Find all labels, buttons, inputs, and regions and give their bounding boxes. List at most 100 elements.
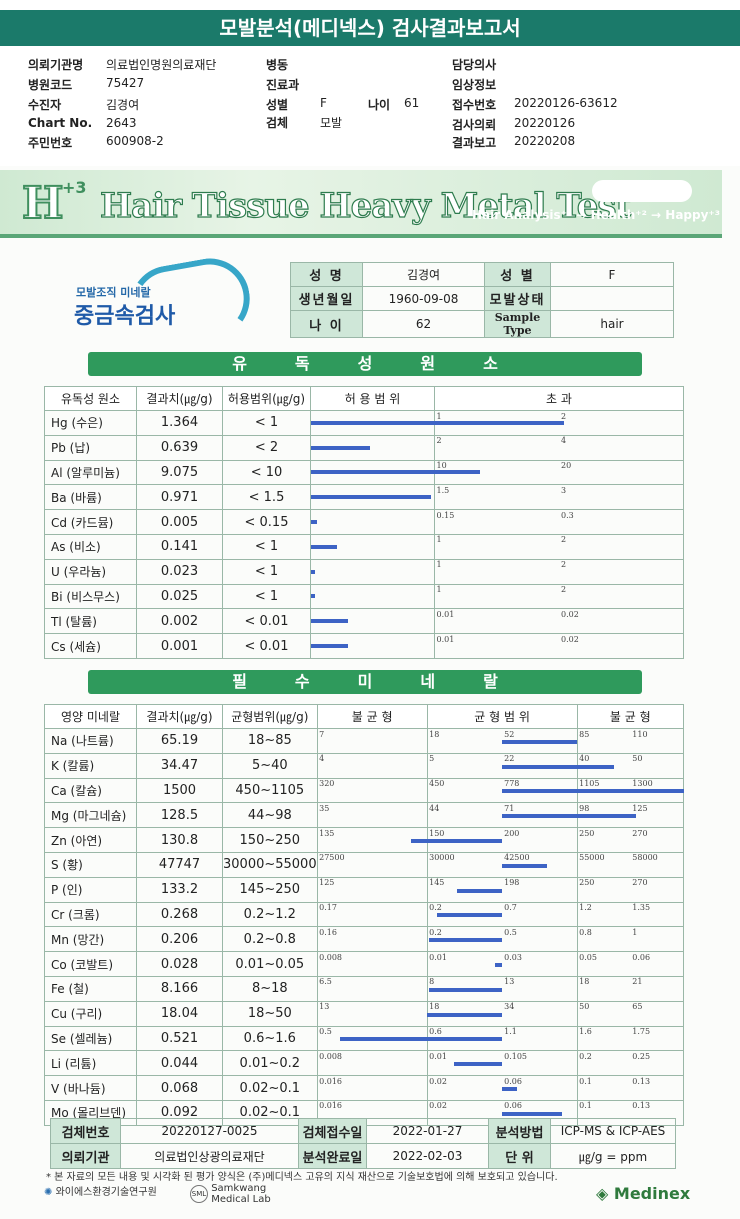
mineral-bar (502, 814, 636, 819)
mineral-range: 18~85 (222, 728, 318, 754)
mineral-name: S (황) (44, 851, 137, 878)
mineral-tick: 50 (579, 1002, 590, 1012)
toxic-value: 0.005 (136, 509, 223, 535)
mineral-tick: 34 (504, 1002, 515, 1012)
mineral-range: 30000~55000 (222, 851, 318, 878)
mineral-tick: 0.5 (504, 927, 517, 937)
medinex-logo: ◈ Medinex (596, 1184, 690, 1203)
toxic-tick: 1 (436, 560, 442, 570)
toxic-excess-cell (434, 608, 684, 635)
mineral-tick: 1 (632, 927, 638, 937)
mineral-bar (502, 1111, 563, 1116)
toxic-value: 0.639 (136, 434, 223, 461)
pi-sample-label: Sample Type (484, 310, 551, 338)
mineral-tick: 270 (632, 828, 648, 838)
org-samkwang-logo: SML Samkwang Medical Lab (190, 1183, 271, 1205)
mineral-tick: 65 (632, 1002, 643, 1012)
patient-value: 김경여 (106, 98, 140, 112)
mineral-tick: 18 (429, 1002, 440, 1012)
mineral-tick: 0.016 (319, 1101, 343, 1111)
receipt-label: 접수번호 (452, 98, 497, 112)
mineral-tick: 0.16 (319, 927, 337, 937)
mineral-low-cell (316, 876, 428, 903)
mineral-bar (502, 739, 578, 744)
mineral-range: 8~18 (222, 975, 318, 1002)
org-ys-logo: ✺ 와이에스환경기술연구원 (44, 1183, 157, 1198)
pi-hair-state (550, 286, 674, 311)
toxic-range: < 1 (222, 558, 311, 585)
mineral-value: 0.068 (136, 1075, 223, 1101)
mineral-name: Li (리튬) (44, 1050, 137, 1077)
toxic-range: < 1 (222, 583, 311, 610)
mineral-tick: 0.8 (579, 927, 592, 937)
org-samkwang-sub: Medical Lab (211, 1194, 271, 1205)
mineral-row: K (칼륨) 34.47 5~40 (44, 752, 685, 779)
mineral-high-cell (576, 1025, 685, 1052)
toxic-tick: 0.01 (436, 634, 455, 644)
mineral-tick: 71 (504, 803, 515, 813)
ft-completed: 2022-02-03 (366, 1143, 489, 1169)
toxic-range: < 1 (222, 533, 311, 560)
toxic-name: Bi (비스무스) (44, 583, 137, 610)
pi-name: 김경여 (362, 262, 485, 287)
mineral-row: Co (코발트) 0.028 0.01~0.05 (44, 951, 685, 977)
resident-label: 주민번호 (28, 136, 73, 150)
toxic-header-allowed-band: 허 용 범 위 (310, 386, 435, 411)
toxic-header-result: 결과치(㎍/g) (136, 386, 223, 411)
mineral-value: 18.04 (136, 1000, 223, 1027)
hospital-code-label: 병원코드 (28, 78, 73, 92)
mineral-value: 0.206 (136, 926, 223, 953)
mineral-tick: 198 (504, 878, 520, 888)
pi-age: 62 (362, 310, 485, 338)
medinex-name: Medinex (613, 1184, 691, 1203)
report-date-value: 20220208 (514, 134, 576, 148)
mineral-tick: 0.016 (319, 1076, 343, 1086)
pi-sex-label: 성 별 (484, 262, 551, 287)
mineral-tick: 0.008 (319, 952, 343, 962)
mineral-tick: 58000 (632, 853, 658, 863)
medinex-icon: ◈ (596, 1184, 609, 1203)
mineral-name: Fe (철) (44, 975, 137, 1002)
mineral-tick: 0.1 (579, 1101, 592, 1111)
receipt-value: 20220126-63612 (514, 96, 618, 110)
mineral-header-high: 불 균 형 (576, 704, 685, 729)
ft-unit-label: 단 위 (488, 1143, 551, 1169)
toxic-tick: 0.02 (561, 634, 579, 644)
mineral-low-cell (316, 752, 428, 779)
mineral-name: Mn (망간) (44, 926, 137, 953)
mineral-value: 0.044 (136, 1050, 223, 1077)
mineral-value: 1500 (136, 777, 223, 804)
toxic-value: 1.364 (136, 410, 223, 436)
mineral-tick: 22 (504, 754, 515, 764)
mineral-tick: 250 (579, 878, 595, 888)
mineral-low-cell (316, 1050, 428, 1077)
mineral-high-cell (576, 1075, 685, 1101)
mineral-high-cell (576, 1000, 685, 1027)
mineral-tick: 200 (504, 828, 520, 838)
mineral-high-cell (576, 975, 685, 1002)
mineral-range: 150~250 (222, 827, 318, 853)
pi-hair-state-label: 모발상태 (484, 286, 551, 311)
patient-label: 수진자 (28, 98, 62, 112)
copyright-note: * 본 자료의 모든 내용 및 시각화 된 평가 양식은 (주)메디넥스 고유의… (46, 1172, 558, 1183)
toxic-excess-cell (434, 533, 684, 560)
toxic-row: Cs (세슘) 0.001 < 0.01 (44, 633, 684, 659)
mineral-value: 47747 (136, 851, 223, 878)
toxic-row: Bi (비스무스) 0.025 < 1 (44, 583, 684, 610)
mineral-name: P (인) (44, 876, 137, 903)
toxic-name: Hg (수은) (44, 410, 137, 436)
toxic-tick: 0.01 (436, 609, 455, 619)
mineral-tick: 52 (504, 729, 515, 739)
toxic-name: Pb (납) (44, 434, 137, 461)
ft-specimen-no: 20220127-0025 (120, 1118, 299, 1144)
mineral-tick: 50 (632, 754, 643, 764)
toxic-band-cell (310, 583, 435, 610)
mineral-name: Ca (칼슘) (44, 777, 137, 804)
mineral-tick: 85 (579, 729, 590, 739)
sex-value: F (320, 96, 327, 110)
toxic-name: Cs (세슘) (44, 633, 137, 659)
mineral-row: Fe (철) 8.166 8~18 (44, 975, 685, 1002)
mineral-value: 8.166 (136, 975, 223, 1002)
clinical-label: 임상정보 (452, 78, 497, 92)
pi-age-label: 나 이 (290, 310, 363, 338)
